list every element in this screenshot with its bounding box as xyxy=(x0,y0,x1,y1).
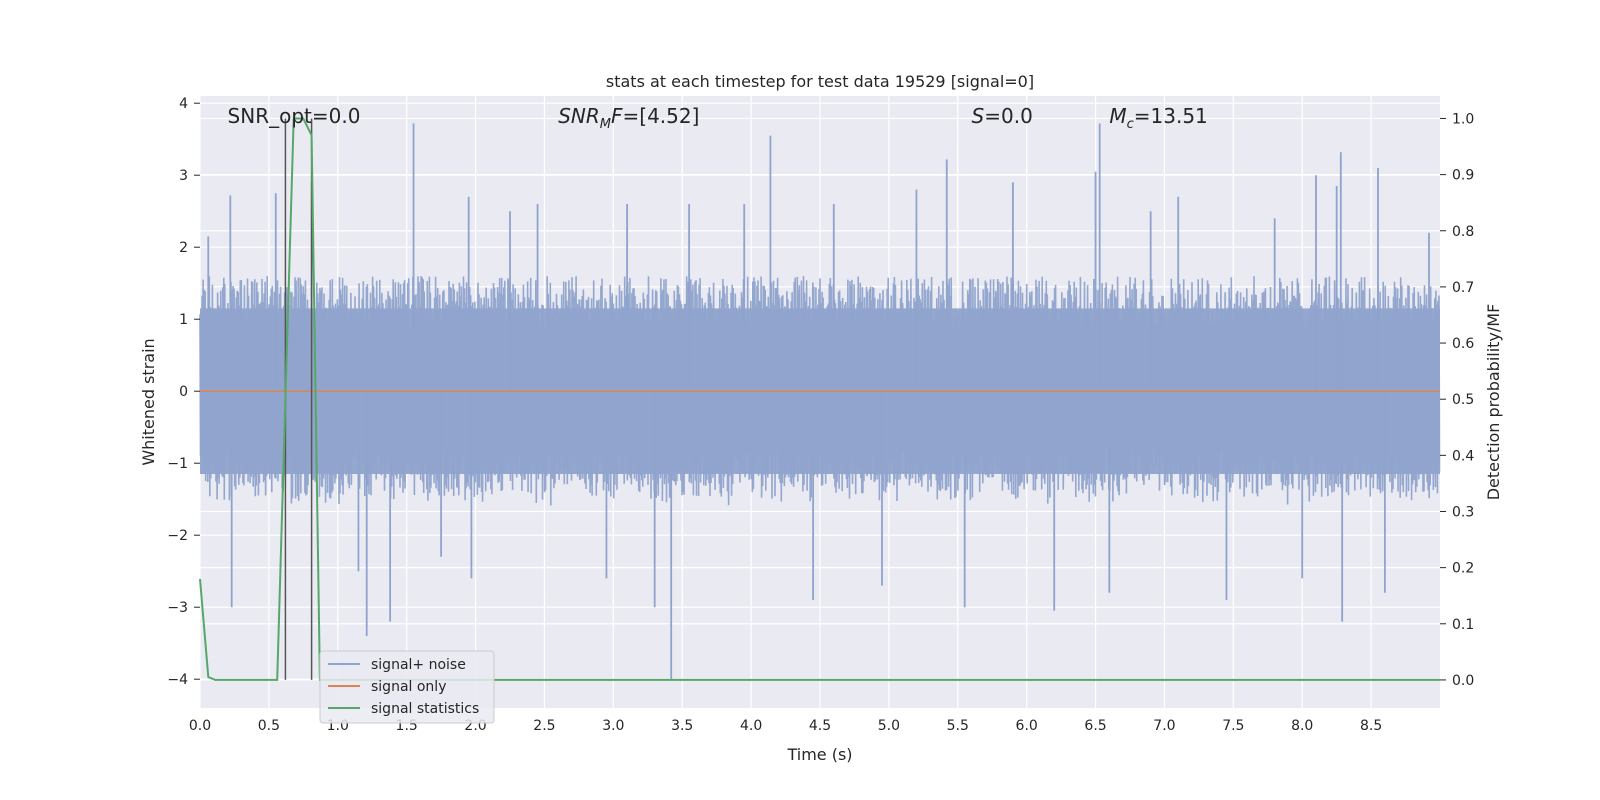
annotation-text: Mc=13.51 xyxy=(1109,104,1207,132)
x-tick-label: 6.5 xyxy=(1084,718,1106,734)
y-left-tick-label: 4 xyxy=(179,96,188,112)
x-tick-label: 6.0 xyxy=(1016,718,1038,734)
x-axis-label: Time (s) xyxy=(786,745,852,764)
x-tick-label: 4.5 xyxy=(809,718,831,734)
y-left-tick-label: 2 xyxy=(179,240,188,256)
y-left-axis-label: Whitened strain xyxy=(139,338,158,465)
x-tick-label: 4.0 xyxy=(740,718,762,734)
annotation-part: =13.51 xyxy=(1134,104,1208,128)
y-right-tick-label: 0.0 xyxy=(1452,673,1474,689)
x-tick-label: 7.5 xyxy=(1222,718,1244,734)
annotation-part: M xyxy=(1109,104,1126,128)
annotation-text: S=0.0 xyxy=(972,104,1033,128)
y-right-tick-label: 0.9 xyxy=(1452,168,1474,184)
y-left-tick-label: −3 xyxy=(167,600,188,616)
x-tick-label: 5.5 xyxy=(947,718,969,734)
y-left-tick-label: −4 xyxy=(167,672,188,688)
y-right-tick-label: 0.3 xyxy=(1452,504,1474,520)
x-tick-label: 7.0 xyxy=(1153,718,1175,734)
chart-title: stats at each timestep for test data 195… xyxy=(606,72,1034,91)
y-right-tick-label: 0.8 xyxy=(1452,224,1474,240)
x-tick-label: 5.0 xyxy=(878,718,900,734)
annotation-part: c xyxy=(1127,117,1134,132)
x-tick-label: 8.0 xyxy=(1291,718,1313,734)
annotation-part: =0.0 xyxy=(984,104,1033,128)
annotation-part: S xyxy=(972,104,985,128)
annotation-part: M xyxy=(600,117,611,132)
x-tick-label: 3.0 xyxy=(602,718,624,734)
y-left-tick-label: 0 xyxy=(179,384,188,400)
x-tick-label: 0.0 xyxy=(189,718,211,734)
annotation-part: SNR xyxy=(558,104,600,128)
y-left-tick-label: 1 xyxy=(179,312,188,328)
legend: signal+ noise signal only signal statist… xyxy=(319,650,495,724)
y-right-axis-ticks: 1.0 0.9 0.8 0.7 0.6 0.5 0.4 0.3 0.2 0.1 0.0 xyxy=(1440,111,1474,689)
y-left-axis-ticks: 4 3 2 1 0 −1 −2 −3 −4 xyxy=(167,96,200,688)
y-left-tick-label: 3 xyxy=(179,168,188,184)
y-right-tick-label: 1.0 xyxy=(1452,111,1474,127)
annotation-text: SNR_opt=0.0 xyxy=(228,104,361,128)
y-right-tick-label: 0.7 xyxy=(1452,280,1474,296)
y-right-tick-label: 0.4 xyxy=(1452,448,1474,464)
legend-label-signal-noise: signal+ noise xyxy=(371,657,466,673)
legend-label-signal-only: signal only xyxy=(371,679,446,695)
x-tick-label: 8.5 xyxy=(1360,718,1382,734)
annotation-part: F xyxy=(611,104,623,128)
annotation-text: SNRMF=[4.52] xyxy=(558,104,699,132)
annotation-part: =[4.52] xyxy=(623,104,700,128)
y-right-tick-label: 0.1 xyxy=(1452,617,1474,633)
y-left-tick-label: −2 xyxy=(167,528,188,544)
y-right-tick-label: 0.5 xyxy=(1452,392,1474,408)
legend-box xyxy=(319,650,495,724)
x-tick-label: 3.5 xyxy=(671,718,693,734)
y-right-tick-label: 0.6 xyxy=(1452,336,1474,352)
legend-label-signal-statistics: signal statistics xyxy=(371,701,479,717)
x-tick-label: 0.5 xyxy=(258,718,280,734)
annotations: SNR_opt=0.0 SNRMF=[4.52] S=0.0 Mc=13.51 xyxy=(228,104,1208,132)
y-left-tick-label: −1 xyxy=(167,456,188,472)
y-right-tick-label: 0.2 xyxy=(1452,561,1474,577)
x-tick-label: 2.5 xyxy=(533,718,555,734)
y-right-axis-label: Detection probability/MF xyxy=(1484,304,1503,501)
